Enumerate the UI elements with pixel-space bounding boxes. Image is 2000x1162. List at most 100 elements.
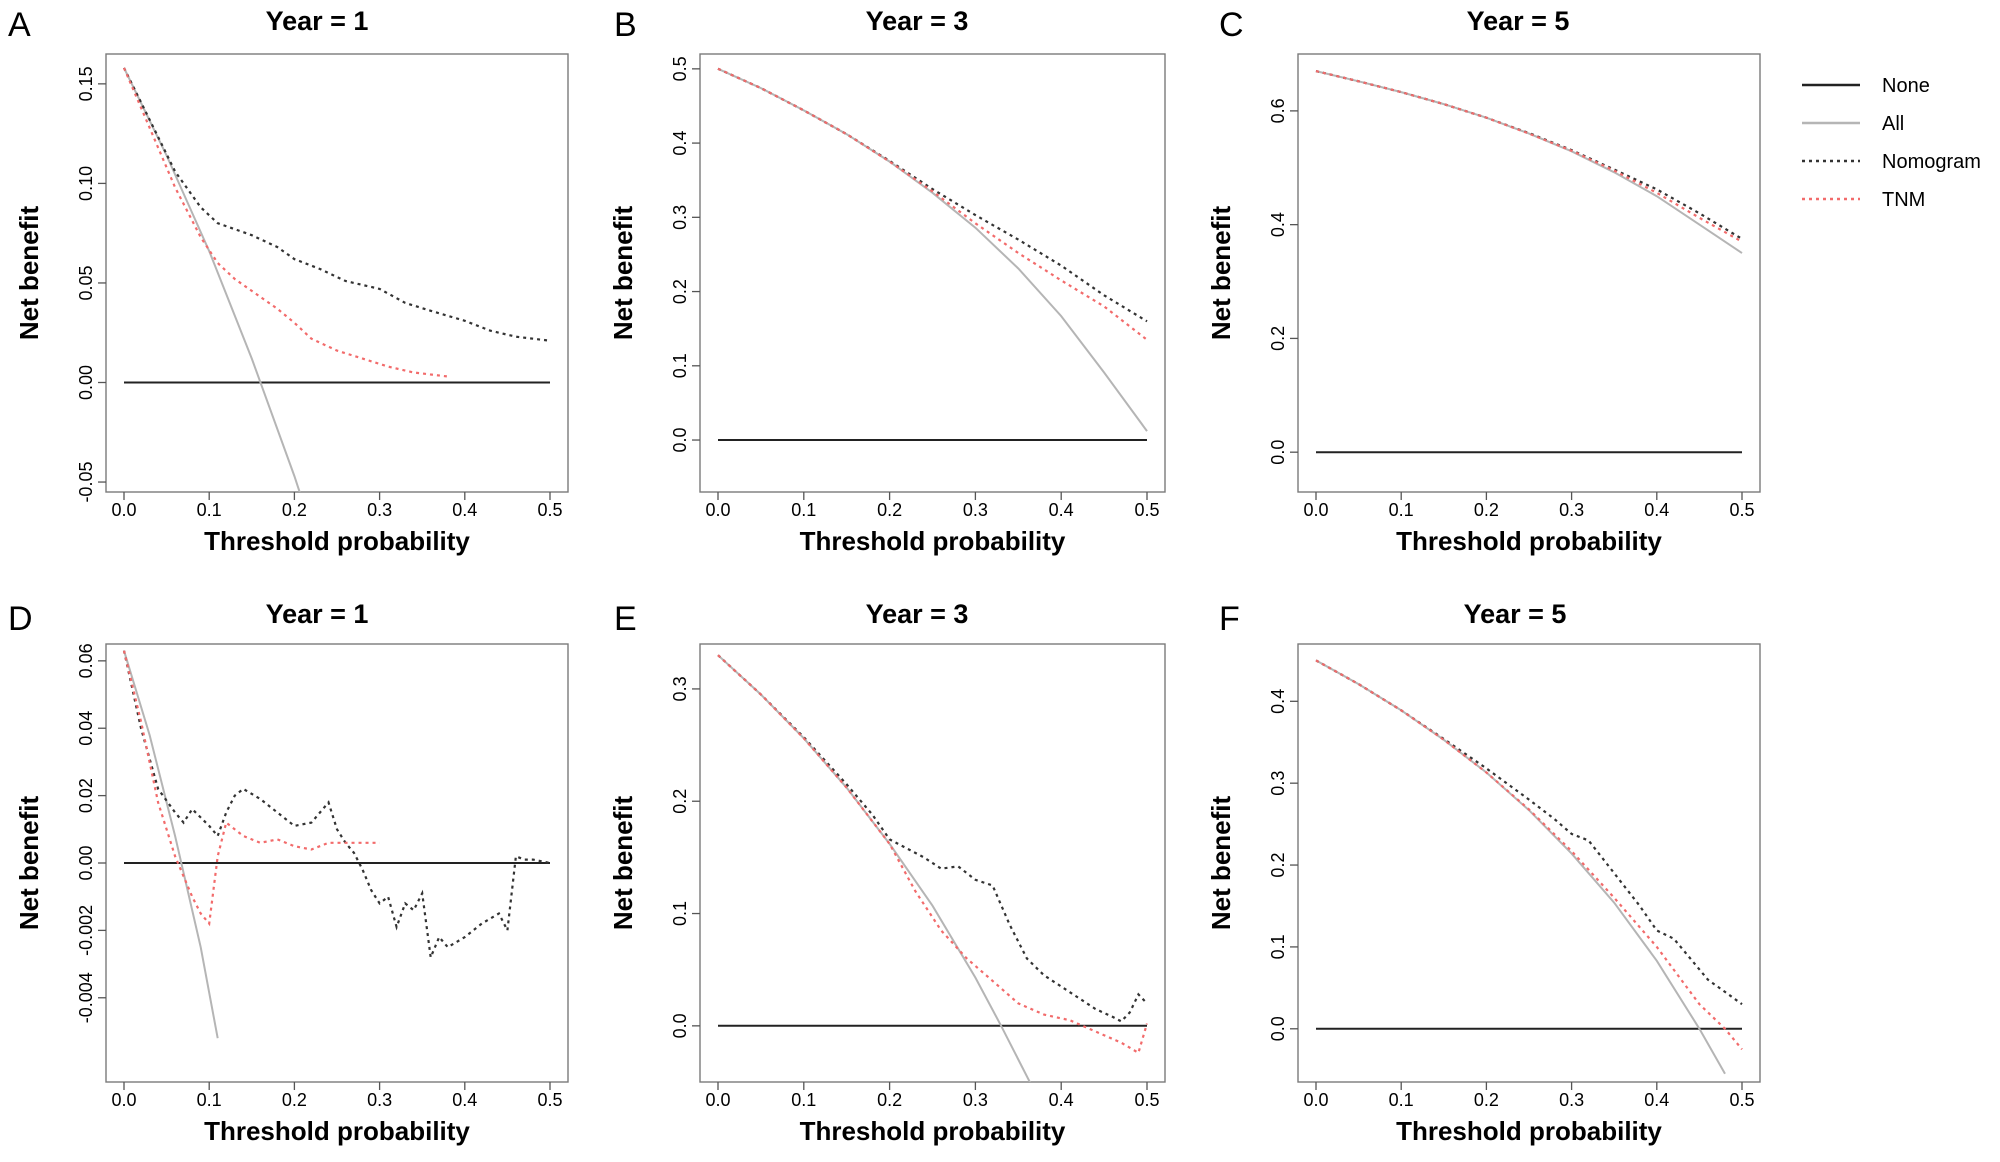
legend-entry-none: None bbox=[1802, 75, 1930, 97]
series-line-tnm bbox=[1315, 659, 1743, 1051]
panel-letter: D bbox=[8, 600, 33, 638]
panel-title: Year = 3 bbox=[866, 599, 969, 629]
series-layer bbox=[122, 650, 551, 1039]
x-tick-label: 0.3 bbox=[367, 500, 392, 520]
legend: None All Nomogram TNM bbox=[1802, 75, 1981, 211]
plot-frame bbox=[699, 53, 1166, 493]
y-axis-label: Net benefit bbox=[14, 795, 44, 930]
x-tick-label: 0.1 bbox=[1389, 500, 1414, 520]
x-tick-label: 0.4 bbox=[452, 500, 477, 520]
x-axis-label: Threshold probability bbox=[204, 1116, 470, 1146]
y-tick-label: 0.3 bbox=[1268, 771, 1288, 796]
y-tick-label: 0.05 bbox=[76, 265, 96, 300]
y-tick-label: 0.3 bbox=[670, 676, 690, 701]
legend-label: All bbox=[1882, 113, 1904, 135]
panel-title: Year = 3 bbox=[866, 6, 969, 36]
y-axis-label: Net benefit bbox=[14, 205, 44, 340]
legend-entry-nomogram: Nomogram bbox=[1802, 151, 1981, 173]
y-tick-label: 0.06 bbox=[76, 643, 96, 678]
x-tick-label: 0.4 bbox=[1644, 1090, 1669, 1110]
x-axis-label: Threshold probability bbox=[800, 1116, 1066, 1146]
series-layer bbox=[1315, 70, 1743, 454]
x-axis-label: Threshold probability bbox=[1396, 1116, 1662, 1146]
series-line-nomogram bbox=[1315, 70, 1743, 240]
y-tick-label: 0.5 bbox=[670, 56, 690, 81]
panel-letter: A bbox=[8, 6, 31, 44]
panel-title: Year = 5 bbox=[1467, 6, 1570, 36]
y-tick-label: 0.3 bbox=[670, 205, 690, 230]
y-tick-label: 0.1 bbox=[670, 353, 690, 378]
x-axis-label: Threshold probability bbox=[204, 526, 470, 556]
x-axis-label: Threshold probability bbox=[1396, 526, 1662, 556]
x-tick-label: 0.5 bbox=[1729, 500, 1754, 520]
y-tick-label: 0.00 bbox=[76, 365, 96, 400]
x-tick-label: 0.0 bbox=[111, 500, 136, 520]
x-tick-label: 0.3 bbox=[1559, 1090, 1584, 1110]
series-line-tnm bbox=[122, 650, 380, 927]
y-axis-label: Net benefit bbox=[1206, 205, 1236, 340]
legend-entry-tnm: TNM bbox=[1802, 189, 1925, 211]
x-tick-label: 0.1 bbox=[197, 500, 222, 520]
y-tick-label: 0.6 bbox=[1268, 98, 1288, 123]
plot-frame bbox=[105, 53, 569, 493]
y-tick-label: 0.02 bbox=[76, 778, 96, 813]
panel-d: D Year = 1 0.0 0.1 0.2 0.3 0.4 0.5 -0.004 -0.002 0… bbox=[8, 599, 569, 1146]
series-line-all bbox=[123, 650, 219, 1039]
series-layer bbox=[717, 654, 1149, 1082]
series-line-all bbox=[717, 654, 1031, 1082]
series-line-all bbox=[717, 67, 1148, 432]
panel-title: Year = 5 bbox=[1464, 599, 1567, 629]
panel-c: C Year = 5 0.0 0.1 0.2 0.3 0.4 0.5 0.0 0.2 0.4 0.6 T… bbox=[1206, 6, 1761, 556]
x-tick-label: 0.3 bbox=[1559, 500, 1584, 520]
panel-letter: F bbox=[1219, 600, 1240, 638]
x-tick-label: 0.1 bbox=[791, 500, 816, 520]
y-tick-label: 0.1 bbox=[1268, 934, 1288, 959]
x-tick-label: 0.5 bbox=[537, 1090, 562, 1110]
x-tick-label: 0.3 bbox=[963, 1090, 988, 1110]
y-tick-label: -0.002 bbox=[76, 905, 96, 956]
x-tick-label: 0.2 bbox=[877, 500, 902, 520]
series-line-all bbox=[123, 67, 301, 492]
series-line-nomogram bbox=[717, 67, 1148, 323]
series-line-nomogram bbox=[123, 67, 551, 342]
y-tick-label: 0.2 bbox=[670, 279, 690, 304]
y-axis-label: Net benefit bbox=[608, 795, 638, 930]
x-tick-label: 0.4 bbox=[1049, 1090, 1074, 1110]
series-line-all bbox=[1315, 70, 1743, 254]
y-tick-label: 0.4 bbox=[1268, 212, 1288, 237]
x-tick-label: 0.4 bbox=[1644, 500, 1669, 520]
series-line-nomogram bbox=[717, 654, 1148, 1023]
y-tick-label: 0.4 bbox=[670, 131, 690, 156]
panel-b: B Year = 3 0.0 0.1 0.2 0.3 0.4 0.5 0.0 0.1 0.2 0.3 0… bbox=[608, 6, 1166, 556]
y-tick-label: 0.04 bbox=[76, 711, 96, 746]
x-tick-label: 0.1 bbox=[197, 1090, 222, 1110]
y-tick-label: -0.004 bbox=[76, 972, 96, 1023]
series-line-nomogram bbox=[122, 650, 551, 962]
panel-letter: B bbox=[614, 6, 637, 44]
x-tick-label: 0.5 bbox=[1134, 1090, 1159, 1110]
panel-e: E Year = 3 0.0 0.1 0.2 0.3 0.4 0.5 0.0 0.1 0.2 0.3 T… bbox=[608, 599, 1166, 1146]
series-line-tnm bbox=[717, 67, 1148, 341]
y-tick-label: 0.1 bbox=[670, 901, 690, 926]
series-line-all bbox=[1315, 659, 1726, 1075]
series-layer bbox=[717, 67, 1148, 441]
y-axis-label: Net benefit bbox=[1206, 795, 1236, 930]
panel-title: Year = 1 bbox=[266, 6, 369, 36]
plot-frame bbox=[1297, 53, 1761, 493]
x-tick-label: 0.1 bbox=[791, 1090, 816, 1110]
legend-label: None bbox=[1882, 75, 1930, 97]
x-tick-label: 0.0 bbox=[1303, 500, 1328, 520]
x-tick-label: 0.1 bbox=[1389, 1090, 1414, 1110]
x-tick-label: 0.3 bbox=[963, 500, 988, 520]
series-line-nomogram bbox=[1315, 659, 1743, 1006]
y-tick-label: 0.15 bbox=[76, 66, 96, 101]
y-tick-label: 0.0 bbox=[1268, 440, 1288, 465]
y-tick-label: -0.05 bbox=[76, 462, 96, 503]
x-tick-label: 0.0 bbox=[1303, 1090, 1328, 1110]
legend-label: Nomogram bbox=[1882, 151, 1981, 173]
x-tick-label: 0.5 bbox=[537, 500, 562, 520]
panel-letter: C bbox=[1219, 6, 1244, 44]
plot-frame bbox=[1297, 643, 1761, 1083]
legend-label: TNM bbox=[1882, 189, 1925, 211]
